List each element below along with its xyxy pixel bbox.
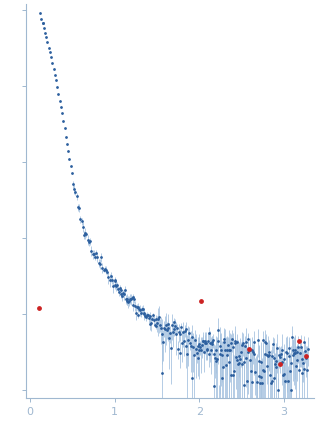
Point <box>296 337 301 344</box>
Point <box>303 353 308 360</box>
Point <box>277 361 282 368</box>
Point <box>37 305 42 312</box>
Point <box>199 298 204 305</box>
Point <box>246 346 252 353</box>
